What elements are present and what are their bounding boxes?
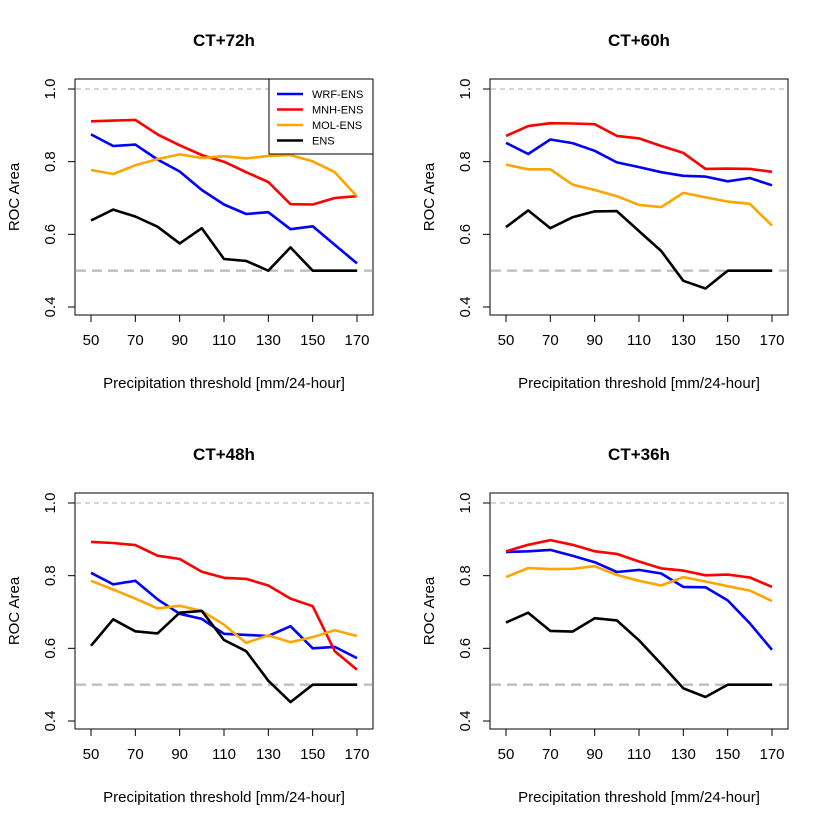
chart-panel: CT+60h 50 70 90 110 130 150 170 0.4 0.6 0.8 1.0 Prec… <box>421 31 789 392</box>
series-line-mnh-ens <box>505 538 773 589</box>
chart-title: CT+48h <box>193 445 255 464</box>
series-line-ens <box>90 208 357 273</box>
series-line-mol-ens <box>90 579 358 645</box>
series-line-mnh-ens <box>90 540 358 671</box>
y-tick-label: 1.0 <box>42 493 59 514</box>
x-tick-label: 130 <box>256 332 281 349</box>
x-tick-label: 110 <box>627 746 651 763</box>
x-tick-label: 90 <box>586 746 603 763</box>
legend-label: WRF-ENS <box>312 89 363 101</box>
plot-frame <box>489 78 789 316</box>
x-tick-label: 130 <box>671 746 696 763</box>
x-tick-label: 170 <box>344 746 369 763</box>
series-line-wrf-ens <box>505 548 773 651</box>
y-tick-label: 0.8 <box>42 151 59 172</box>
x-tick-label: 130 <box>671 332 696 349</box>
x-tick-label: 110 <box>212 332 236 349</box>
chart-title: CT+72h <box>193 31 255 50</box>
legend-label: ENS <box>312 136 335 148</box>
legend-label: MNH-ENS <box>312 105 363 117</box>
y-tick-label: 1.0 <box>457 79 474 100</box>
series-line-wrf-ens <box>90 133 358 265</box>
series-line-mnh-ens <box>90 118 358 206</box>
x-tick-label: 150 <box>715 332 740 349</box>
series-line-mol-ens <box>505 564 773 603</box>
plot-frame <box>74 492 374 730</box>
y-tick-label: 0.8 <box>42 565 59 586</box>
x-tick-label: 50 <box>498 746 515 763</box>
legend-label: MOL-ENS <box>312 120 362 132</box>
y-tick-label: 0.4 <box>42 711 59 732</box>
y-tick-label: 0.4 <box>457 297 474 318</box>
x-tick-label: 90 <box>171 332 188 349</box>
x-tick-label: 170 <box>344 332 369 349</box>
y-axis-label: ROC Area <box>421 576 438 645</box>
chart-panel: CT+48h 50 70 90 110 130 150 170 0.4 0.6 0.8 1.0 Prec… <box>6 445 374 806</box>
x-tick-label: 130 <box>256 746 281 763</box>
x-tick-label: 90 <box>171 746 188 763</box>
series-line-ens <box>505 209 772 290</box>
x-tick-label: 50 <box>83 746 100 763</box>
x-tick-label: 50 <box>498 332 515 349</box>
series-line-ens <box>505 611 772 699</box>
x-axis-label: Precipitation threshold [mm/24-hour] <box>518 789 760 806</box>
x-axis-label: Precipitation threshold [mm/24-hour] <box>518 375 760 392</box>
plot-frame <box>489 492 789 730</box>
x-tick-label: 110 <box>627 332 651 349</box>
x-tick-label: 170 <box>759 332 784 349</box>
y-axis-label: ROC Area <box>421 162 438 231</box>
y-tick-label: 0.6 <box>457 638 474 659</box>
series-line-mnh-ens <box>505 121 773 174</box>
x-tick-label: 70 <box>542 746 559 763</box>
x-tick-label: 70 <box>542 332 559 349</box>
x-tick-label: 170 <box>759 746 784 763</box>
y-tick-label: 0.6 <box>457 224 474 245</box>
y-tick-label: 0.4 <box>457 711 474 732</box>
y-tick-label: 0.8 <box>457 565 474 586</box>
x-axis-label: Precipitation threshold [mm/24-hour] <box>103 375 345 392</box>
y-tick-label: 0.8 <box>457 151 474 172</box>
x-tick-label: 90 <box>586 332 603 349</box>
x-tick-label: 110 <box>212 746 236 763</box>
x-tick-label: 70 <box>127 332 144 349</box>
chart-panel: CT+72h 50 70 90 110 130 150 170 0.4 0.6 0.8 1.0 Prec… <box>6 31 374 392</box>
chart-panel: CT+36h 50 70 90 110 130 150 170 0.4 0.6 0.8 1.0 Prec… <box>421 445 789 806</box>
x-tick-label: 150 <box>715 746 740 763</box>
x-axis-label: Precipitation threshold [mm/24-hour] <box>103 789 345 806</box>
y-tick-label: 1.0 <box>457 493 474 514</box>
x-tick-label: 50 <box>83 332 100 349</box>
y-axis-label: ROC Area <box>6 162 23 231</box>
y-tick-label: 1.0 <box>42 79 59 100</box>
series-line-wrf-ens <box>90 571 358 660</box>
series-line-mol-ens <box>505 163 773 227</box>
chart-title: CT+36h <box>608 445 670 464</box>
chart-title: CT+60h <box>608 31 670 50</box>
x-tick-label: 70 <box>127 746 144 763</box>
y-tick-label: 0.6 <box>42 224 59 245</box>
series-line-wrf-ens <box>505 138 773 187</box>
y-axis-label: ROC Area <box>6 576 23 645</box>
y-tick-label: 0.4 <box>42 297 59 318</box>
series-line-mol-ens <box>90 153 358 198</box>
x-tick-label: 150 <box>300 332 325 349</box>
y-tick-label: 0.6 <box>42 638 59 659</box>
legend: WRF-ENS MNH-ENS MOL-ENS ENS <box>268 78 374 155</box>
series-line-ens <box>90 609 357 704</box>
x-tick-label: 150 <box>300 746 325 763</box>
